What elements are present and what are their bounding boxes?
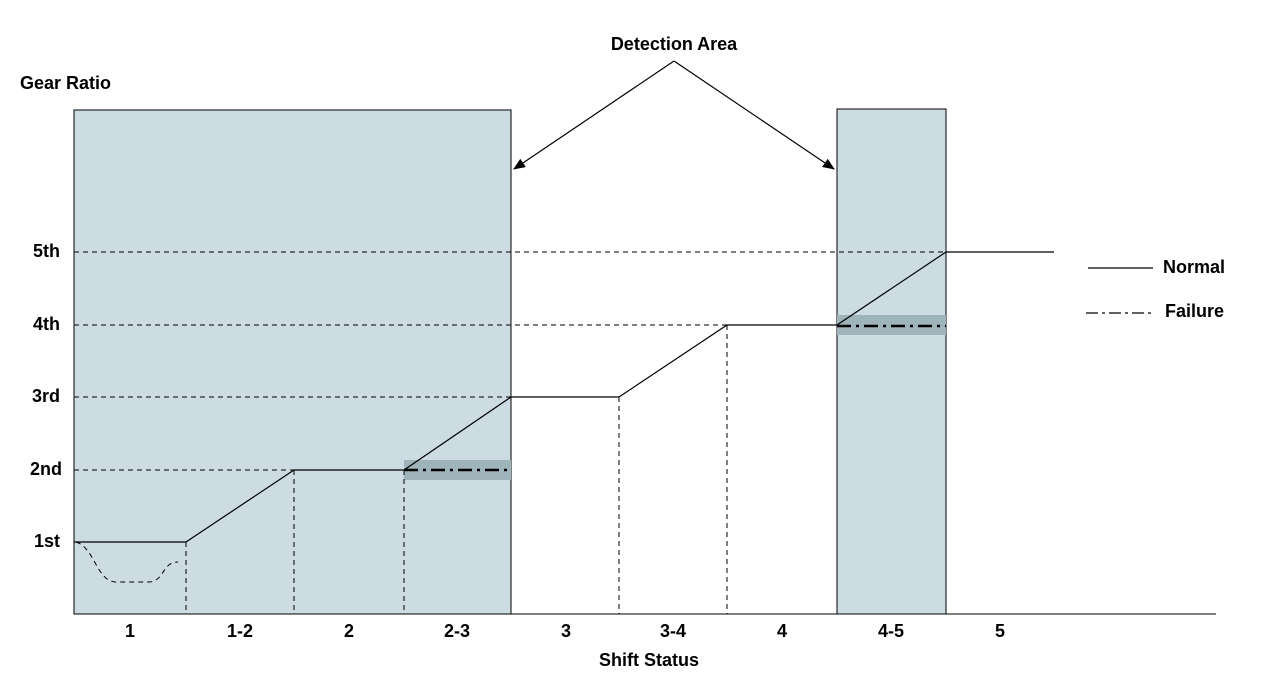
category-label: 3-4 — [660, 621, 686, 641]
category-label: 3 — [561, 621, 571, 641]
level-label: 5th — [33, 241, 60, 261]
detection-area — [73, 109, 512, 615]
level-label: 3rd — [32, 386, 60, 406]
failure-curve — [75, 541, 179, 583]
category-label: 2 — [344, 621, 354, 641]
level-label: 4th — [33, 314, 60, 334]
title: Detection Area — [611, 34, 738, 54]
y-axis-label: Gear Ratio — [20, 73, 111, 93]
arrow — [513, 60, 675, 170]
category-label: 4 — [777, 621, 787, 641]
x-axis-label: Shift Status — [599, 650, 699, 670]
category-label: 1 — [125, 621, 135, 641]
category-label: 2-3 — [444, 621, 470, 641]
normal-line — [74, 251, 1054, 543]
level-label: 2nd — [30, 459, 62, 479]
failure-band — [404, 460, 511, 480]
arrow — [673, 60, 835, 170]
category-label: 5 — [995, 621, 1005, 641]
level-label: 1st — [34, 531, 60, 551]
category-label: 1-2 — [227, 621, 253, 641]
detection-area — [836, 108, 947, 615]
legend-label: Failure — [1165, 301, 1224, 321]
category-label: 4-5 — [878, 621, 904, 641]
legend-label: Normal — [1163, 257, 1225, 277]
